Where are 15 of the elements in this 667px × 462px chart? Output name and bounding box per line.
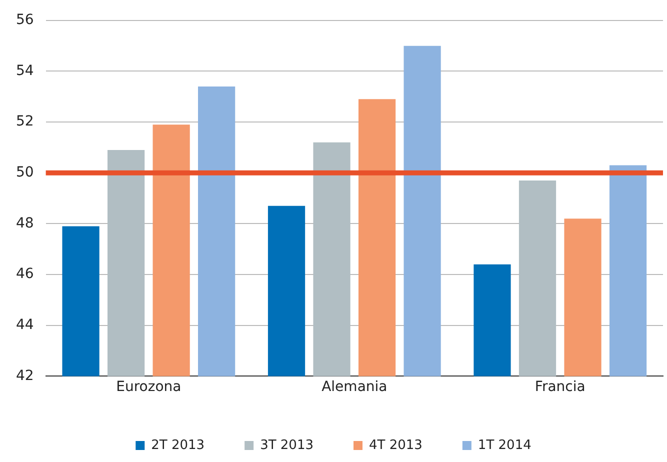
legend-label: 3T 2013 <box>260 438 314 453</box>
x-tick-label: Alemania <box>322 379 388 396</box>
y-tick-label: 50 <box>16 164 34 181</box>
y-tick-label: 42 <box>16 368 34 384</box>
y-tick-label: 52 <box>16 114 34 130</box>
y-tick-label: 46 <box>16 266 34 282</box>
legend-label: 1T 2014 <box>478 438 532 453</box>
y-tick-label: 54 <box>16 62 34 79</box>
y-tick-label: 56 <box>16 12 34 28</box>
legend-label: 2T 2013 <box>151 438 205 453</box>
y-tick-label: 48 <box>16 215 34 232</box>
x-tick-label: Eurozona <box>116 379 182 396</box>
y-tick-label: 44 <box>16 317 34 334</box>
x-tick-label: Francia <box>534 379 586 396</box>
legend-label: 4T 2013 <box>369 438 422 453</box>
